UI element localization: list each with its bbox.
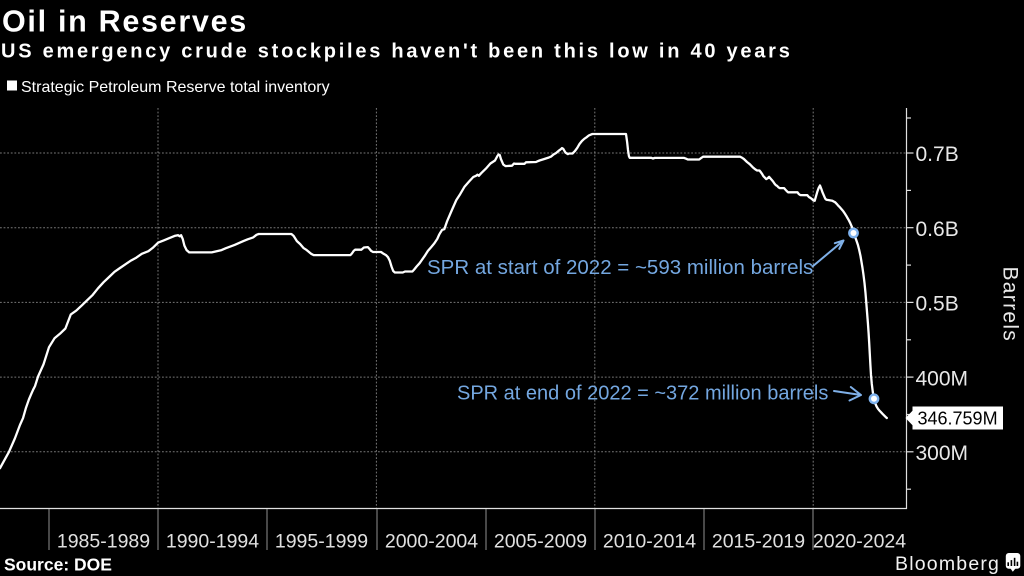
svg-text:300M: 300M [916, 442, 969, 465]
svg-text:Source: DOE: Source: DOE [4, 555, 112, 575]
svg-text:Bloomberg: Bloomberg [895, 553, 1000, 575]
svg-text:2015-2019: 2015-2019 [712, 531, 805, 553]
svg-text:1990-1994: 1990-1994 [166, 531, 259, 553]
svg-text:346.759M: 346.759M [918, 409, 998, 429]
svg-text:Strategic Petroleum Reserve to: Strategic Petroleum Reserve total invent… [21, 79, 330, 96]
svg-text:1985-1989: 1985-1989 [57, 531, 150, 553]
svg-text:SPR at end of 2022 = ~372 mill: SPR at end of 2022 = ~372 million barrel… [457, 383, 828, 405]
svg-text:Barrels: Barrels [999, 266, 1022, 342]
svg-text:Oil in Reserves: Oil in Reserves [2, 5, 248, 39]
svg-text:SPR at start of 2022 = ~593 mi: SPR at start of 2022 = ~593 million barr… [427, 256, 813, 279]
svg-text:0.5B: 0.5B [916, 293, 959, 316]
svg-text:400M: 400M [916, 367, 969, 390]
svg-text:0.7B: 0.7B [916, 143, 959, 166]
svg-text:2000-2004: 2000-2004 [385, 531, 478, 553]
svg-text:2020-2024: 2020-2024 [813, 531, 906, 553]
svg-text:0.6B: 0.6B [916, 218, 959, 241]
svg-text:US emergency crude stockpiles: US emergency crude stockpiles haven't be… [1, 41, 793, 63]
svg-text:2010-2014: 2010-2014 [603, 531, 696, 553]
svg-text:2005-2009: 2005-2009 [494, 531, 587, 553]
svg-text:1995-1999: 1995-1999 [275, 531, 368, 553]
